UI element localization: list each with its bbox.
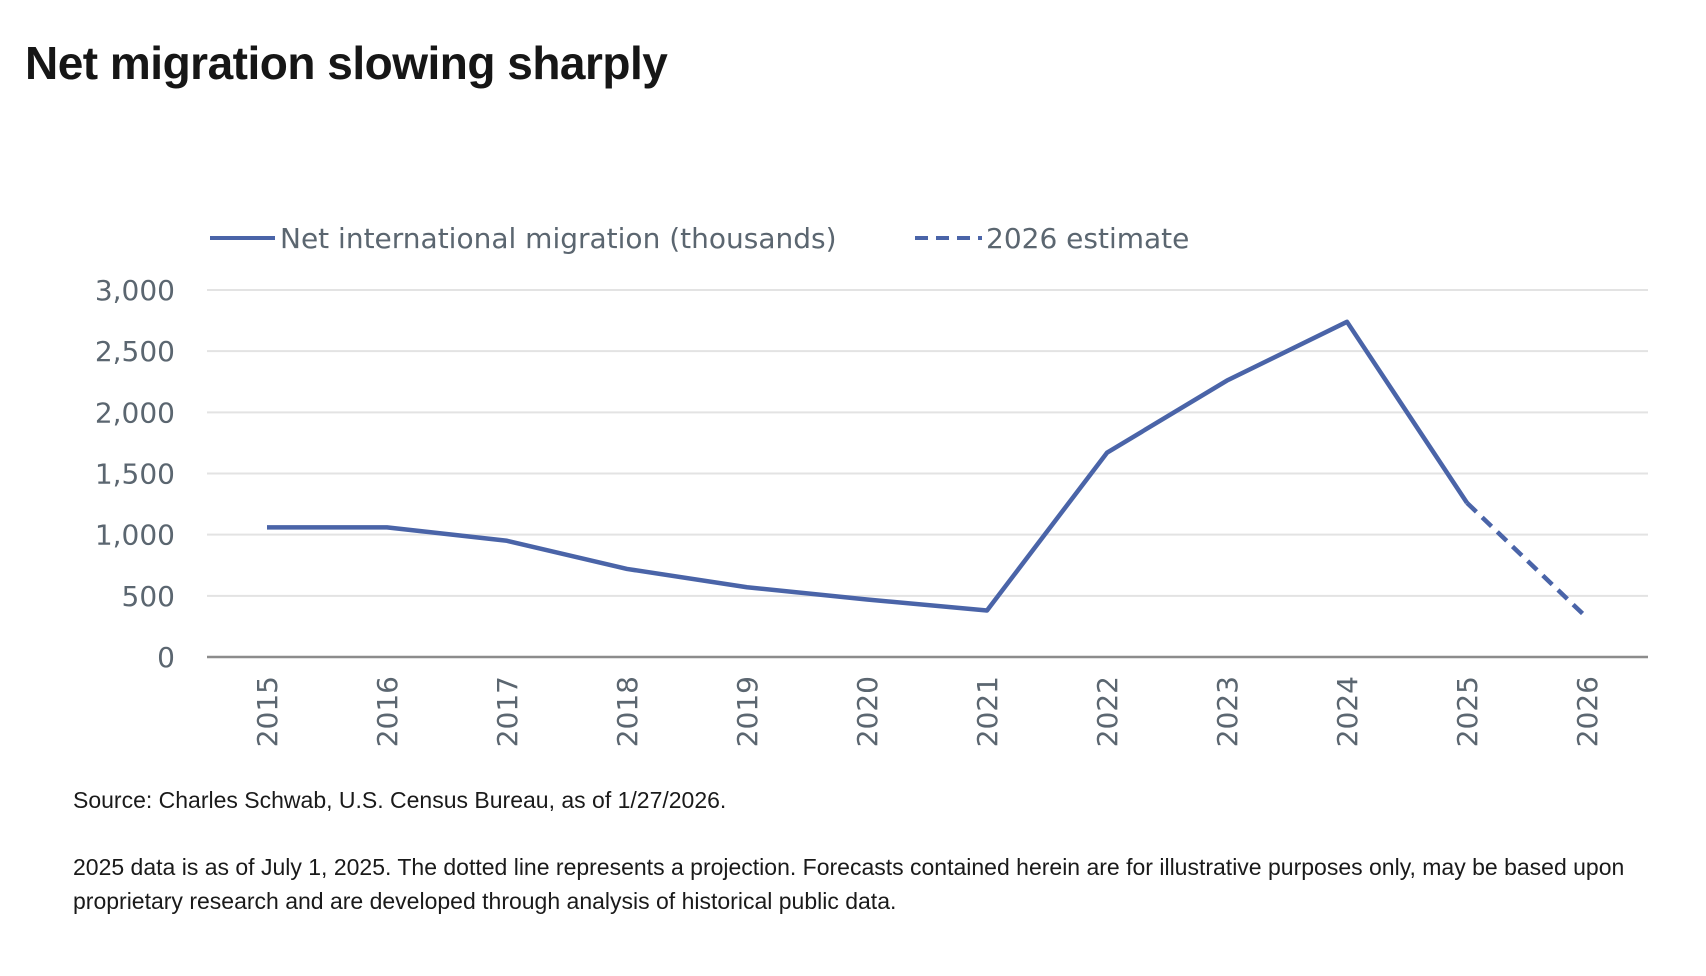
x-axis: 2015 2016 2017 2018 2019 2020 2021 2022 2023 2024…: [207, 655, 1648, 747]
line-chart: Net international migration (thousands) …: [95, 222, 1648, 747]
y-axis: 0 500 1,000 1,500 2,000 2,500 3,000: [95, 274, 175, 674]
series-lines: [266, 319, 1589, 620]
y-tick-label: 1,000: [95, 519, 175, 552]
gridlines: [207, 289, 1648, 597]
migration-series-line: [267, 319, 1469, 613]
y-tick-label: 3,000: [95, 274, 175, 307]
y-tick-label: 1,500: [95, 458, 175, 491]
x-tick-label: 2025: [1451, 676, 1484, 747]
x-tick-label: 2020: [851, 676, 884, 747]
x-tick-label: 2022: [1091, 676, 1124, 747]
x-tick-label: 2018: [611, 676, 644, 747]
x-tick-label: 2023: [1211, 676, 1244, 747]
x-tick-label: 2017: [491, 676, 524, 747]
legend-series-label: Net international migration (thousands): [280, 222, 837, 255]
x-tick-label: 2019: [731, 676, 764, 747]
x-tick-label: 2021: [971, 676, 1004, 747]
x-tick-label: 2016: [371, 676, 404, 747]
y-tick-label: 2,000: [95, 396, 175, 429]
legend-series-label: 2026 estimate: [986, 222, 1189, 255]
estimate-series-line: [1465, 501, 1589, 620]
y-tick-label: 0: [157, 641, 175, 674]
source-note: Source: Charles Schwab, U.S. Census Bure…: [73, 787, 727, 813]
chart-legend: Net international migration (thousands) …: [210, 222, 1189, 255]
x-tick-label: 2026: [1571, 676, 1604, 747]
x-tick-label: 2015: [251, 676, 284, 747]
page-title: Net migration slowing sharply: [25, 37, 668, 89]
disclaimer-note: 2025 data is as of July 1, 2025. The dot…: [73, 854, 1625, 914]
x-tick-label: 2024: [1331, 676, 1364, 747]
y-tick-label: 2,500: [95, 335, 175, 368]
y-tick-label: 500: [122, 580, 175, 613]
